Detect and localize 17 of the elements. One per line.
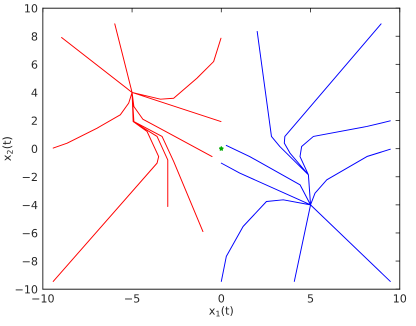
- y-tick-label: 2: [32, 116, 37, 125]
- y-tick-label: 6: [32, 60, 38, 69]
- y-tick-label: 4: [31, 88, 38, 97]
- y-tick-label: −8: [22, 257, 38, 266]
- y-tick-label: 10: [25, 4, 38, 13]
- y-tick-label: −2: [22, 172, 37, 181]
- x-tick-label: 5: [308, 294, 314, 303]
- y-tick-label: 8: [32, 32, 38, 41]
- y-tick-label: −10: [16, 285, 38, 294]
- x-tick-label: 10: [394, 294, 406, 303]
- y-axis-title: x$_{2}$(t): [2, 137, 13, 161]
- y-tick-label: −6: [22, 228, 38, 238]
- x-tick-label: −5: [125, 294, 140, 303]
- x-tick-label: 0: [218, 294, 224, 303]
- x-axis-title: x$_{1}$(t): [209, 306, 233, 316]
- y-tick-label: −4: [22, 200, 38, 210]
- y-tick-label: 0: [32, 144, 38, 154]
